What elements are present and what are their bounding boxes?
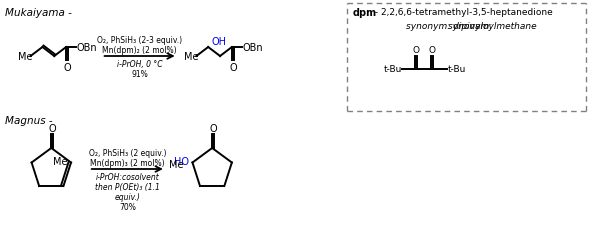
Text: 91%: 91%	[131, 70, 148, 79]
Text: synonym: dipivaloylmethane: synonym: dipivaloylmethane	[406, 22, 537, 31]
Text: O: O	[413, 46, 420, 55]
Text: Magnus -: Magnus -	[5, 115, 53, 126]
Text: O₂, PhSiH₃ (2 equiv.): O₂, PhSiH₃ (2 equiv.)	[89, 148, 166, 157]
Text: OBn: OBn	[77, 43, 98, 53]
Text: HO: HO	[175, 156, 190, 166]
Text: Mukaiyama -: Mukaiyama -	[5, 8, 72, 18]
Text: then P(OEt)₃ (1.1: then P(OEt)₃ (1.1	[95, 182, 160, 191]
Text: O₂, PhSiH₃ (2-3 equiv.): O₂, PhSiH₃ (2-3 equiv.)	[97, 36, 182, 45]
Text: O: O	[63, 63, 71, 73]
Text: Me: Me	[169, 159, 184, 169]
Text: Me: Me	[184, 52, 198, 62]
Text: OH: OH	[212, 37, 227, 47]
Text: i-PrOH:cosolvent: i-PrOH:cosolvent	[95, 172, 159, 181]
Text: i-PrOH, 0 °C: i-PrOH, 0 °C	[117, 60, 163, 69]
Text: - 2,2,6,6-tetramethyl-3,5-heptanedione: - 2,2,6,6-tetramethyl-3,5-heptanedione	[372, 8, 553, 17]
Text: Me: Me	[18, 52, 32, 62]
Text: O: O	[429, 46, 436, 55]
Text: dpm: dpm	[352, 8, 376, 18]
Text: Mn(dpm)₃ (2 mol%): Mn(dpm)₃ (2 mol%)	[90, 158, 164, 167]
Text: Me: Me	[53, 156, 67, 166]
Text: t-Bu: t-Bu	[448, 65, 466, 74]
Text: 70%: 70%	[119, 202, 136, 211]
Text: OBn: OBn	[243, 43, 263, 53]
Text: O: O	[49, 124, 56, 133]
Text: equiv.): equiv.)	[115, 192, 140, 201]
Text: O: O	[209, 124, 217, 133]
Text: t-Bu: t-Bu	[383, 65, 401, 74]
Text: synonym:: synonym:	[448, 22, 495, 31]
Text: O: O	[229, 63, 236, 73]
Text: Mn(dpm)₂ (2 mol%): Mn(dpm)₂ (2 mol%)	[103, 46, 177, 55]
